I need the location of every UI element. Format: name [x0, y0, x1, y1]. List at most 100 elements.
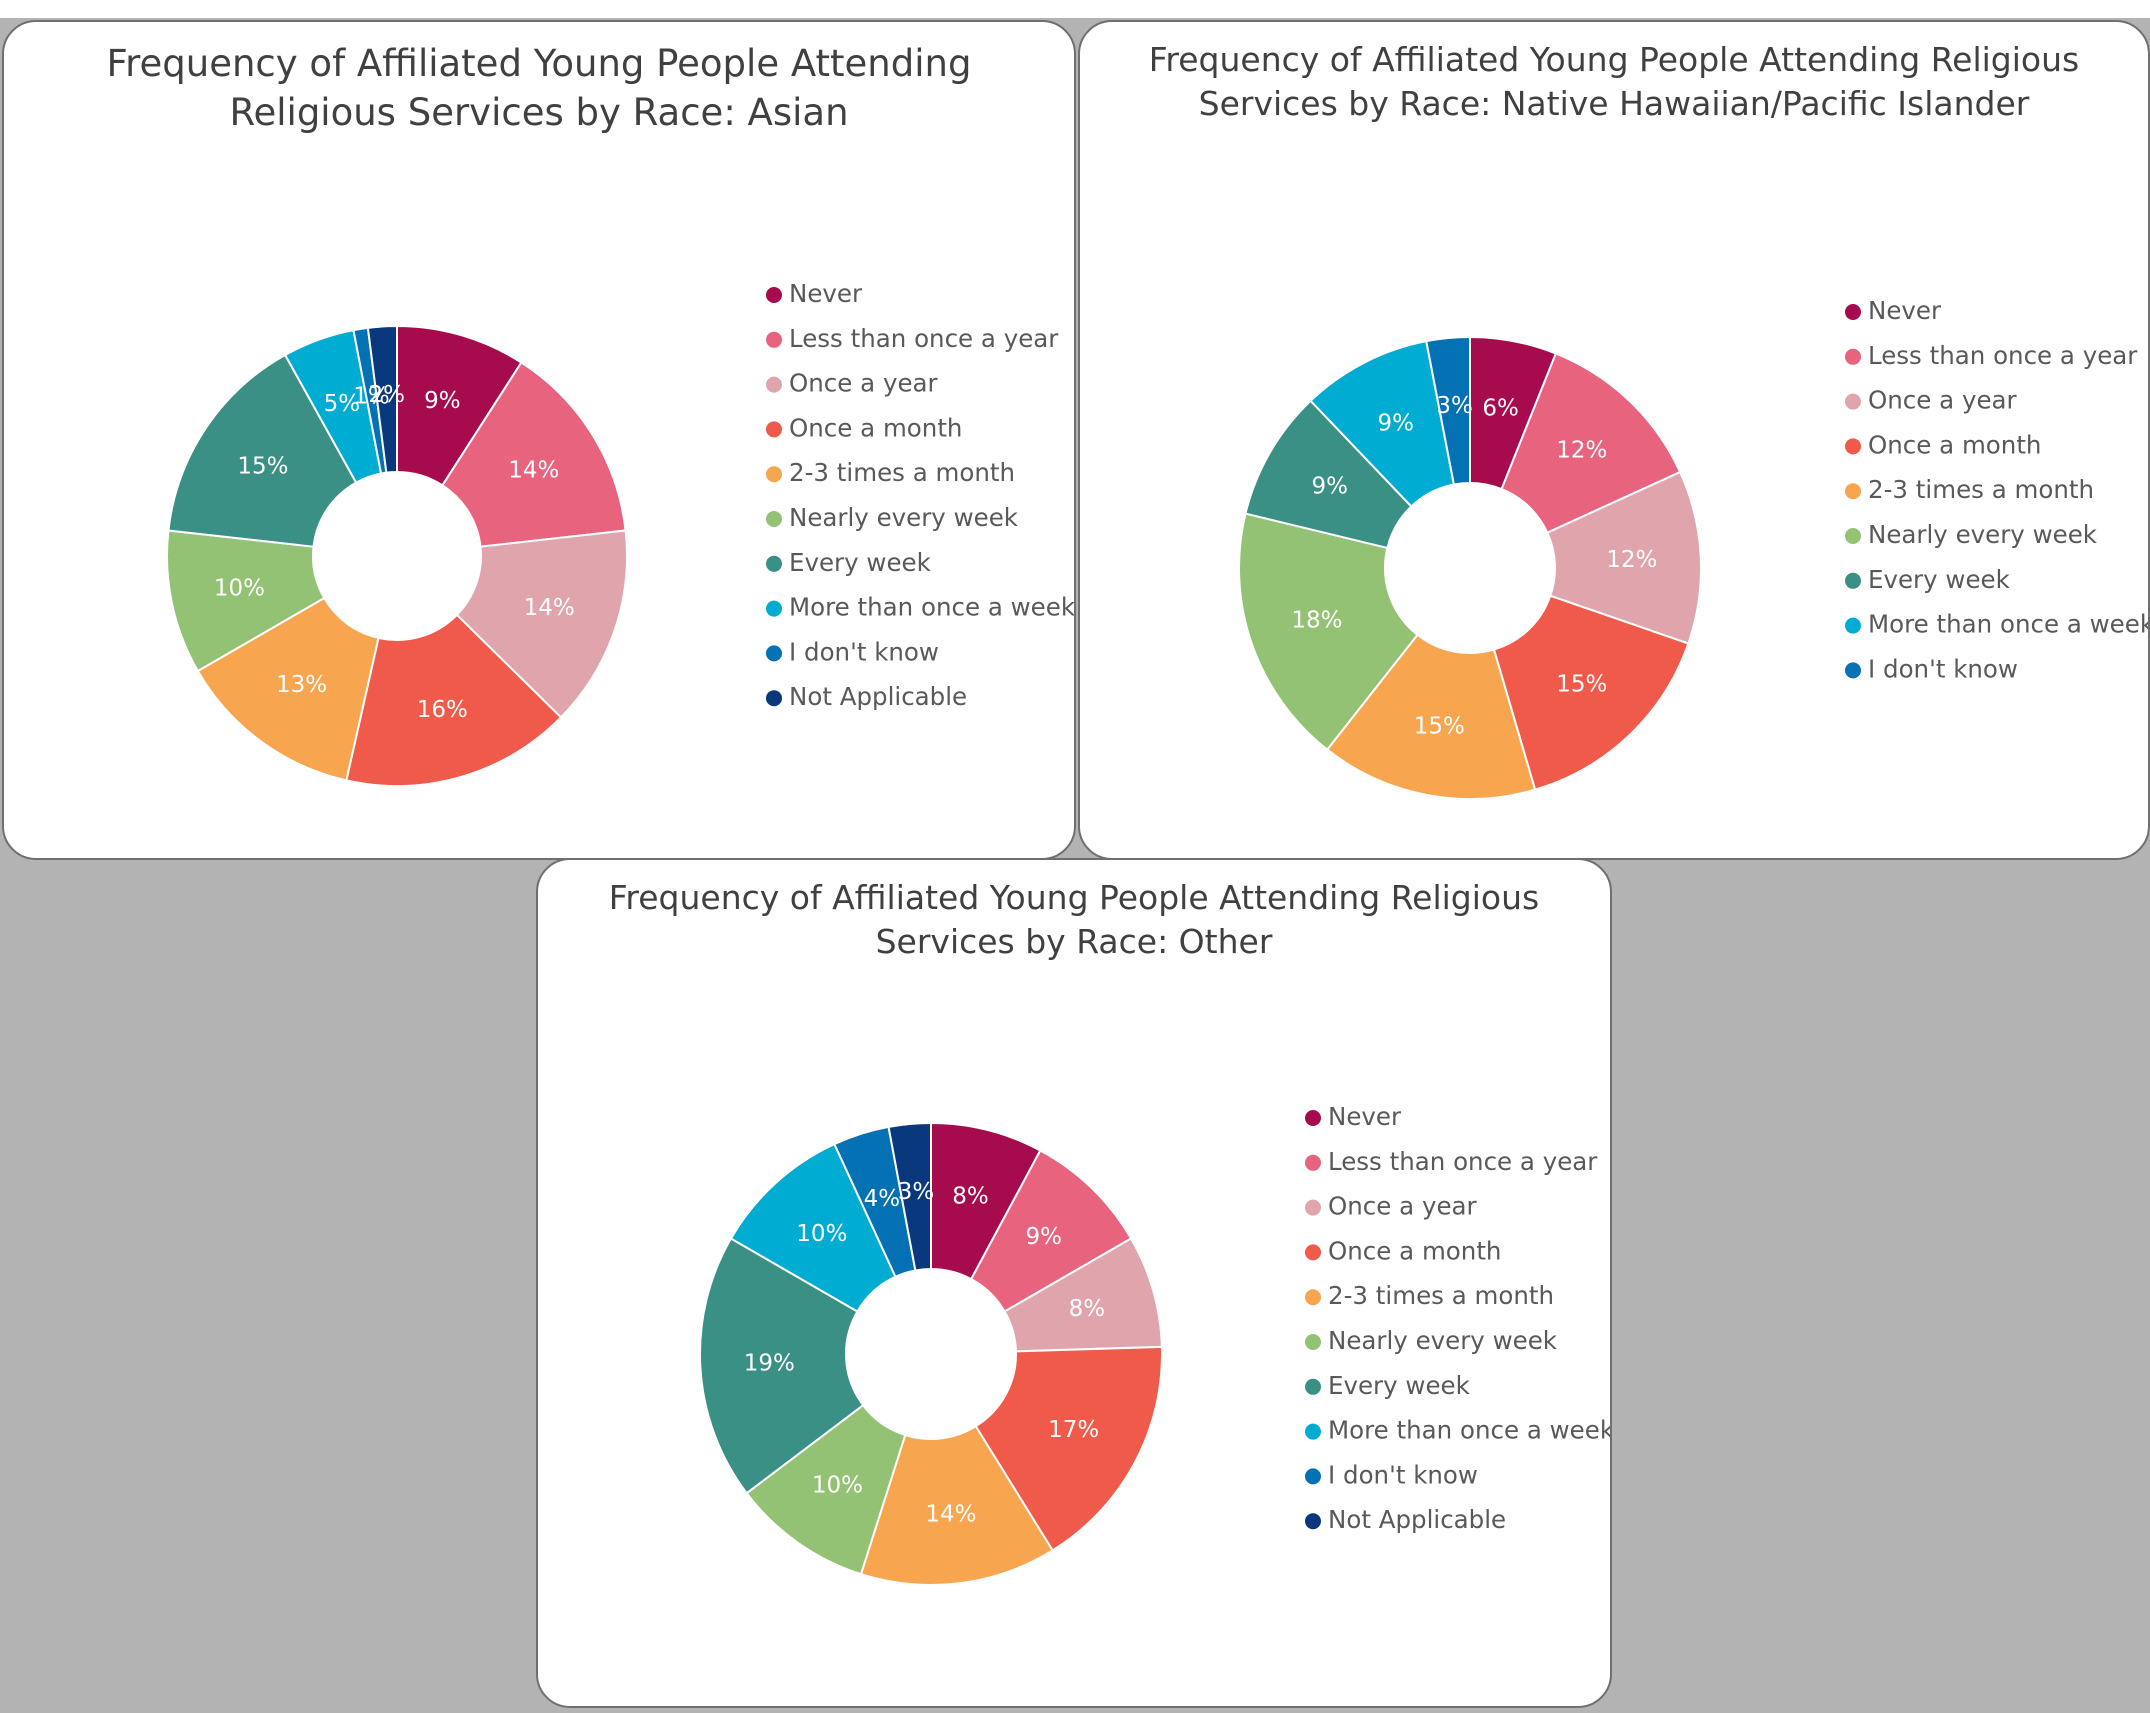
slice-label-never: 6% — [1482, 395, 1519, 421]
slice-nearly-every-week — [745, 1403, 907, 1576]
slice-label-more-than-once-a-week: 10% — [796, 1221, 847, 1247]
legend-marker — [766, 555, 782, 572]
top-strip — [0, 0, 2150, 18]
legend: Never Less than once a year Once a year Onc… — [1305, 1102, 1612, 1534]
legend-label: Never — [1328, 1102, 1402, 1131]
donut-slices — [1238, 335, 1702, 800]
slice-label-i-don-t-know: 4% — [864, 1186, 901, 1212]
legend-label: I don't know — [1868, 654, 2018, 683]
legend-label: Never — [1868, 296, 1942, 325]
slice-label-once-a-year: 12% — [1606, 547, 1657, 573]
legend-marker — [766, 600, 782, 617]
legend-label: 2-3 times a month — [1328, 1281, 1554, 1310]
legend-item-less-than-once-a-year: Less than once a year — [1845, 341, 2138, 370]
legend-marker — [1845, 528, 1861, 544]
slice-label-nearly-every-week: 10% — [812, 1473, 863, 1499]
legend-label: More than once a week — [1328, 1416, 1612, 1445]
slice-label-once-a-month: 16% — [417, 697, 468, 723]
legend-item-2-3-times-a-month: 2-3 times a month — [766, 458, 1015, 487]
slice-once-a-month — [974, 1345, 1163, 1552]
legend-item-i-don-t-know: I don't know — [1845, 654, 2018, 683]
legend-item-2-3-times-a-month: 2-3 times a month — [1305, 1281, 1554, 1310]
legend-marker — [1305, 1378, 1321, 1395]
legend-label: Not Applicable — [789, 682, 967, 711]
legend-item-not-applicable: Not Applicable — [766, 682, 967, 711]
legend-marker — [1845, 662, 1861, 679]
legend-item-once-a-year: Once a year — [1305, 1192, 1478, 1221]
legend-item-once-a-year: Once a year — [1845, 386, 2018, 415]
legend-item-nearly-every-week: Nearly every week — [1305, 1326, 1558, 1355]
slice-2-3-times-a-month — [1325, 633, 1537, 800]
donut-chart: 8% 9% 8% 17% 14% 10% 19% 10% 4%3% Never Less than … — [699, 1102, 1612, 1586]
legend-label: Every week — [789, 548, 932, 577]
slice-label-never: 8% — [952, 1183, 989, 1209]
slice-every-week — [167, 353, 358, 548]
slice-more-than-once-a-week — [729, 1142, 897, 1313]
legend-marker — [1845, 304, 1861, 320]
legend-item-every-week: Every week — [766, 548, 932, 577]
legend-item-every-week: Every week — [1845, 565, 2011, 594]
slice-label-less-than-once-a-year: 9% — [1026, 1224, 1063, 1250]
legend-label: Every week — [1868, 565, 2011, 594]
legend-marker — [766, 376, 782, 393]
legend-label: Once a year — [1868, 386, 2018, 415]
legend-label: Once a year — [1328, 1192, 1478, 1221]
slice-label-every-week: 9% — [1311, 474, 1348, 500]
slice-label-once-a-month: 17% — [1048, 1417, 1099, 1443]
slice-labels: 8% 9% 8% 17% 14% 10% 19% 10% 4%3% — [744, 1179, 1105, 1527]
slice-i-don-t-know — [1425, 335, 1471, 486]
legend-marker — [1845, 393, 1861, 410]
slice-once-a-month — [345, 613, 563, 787]
chart-title: Frequency of Affiliated Young People Att… — [106, 42, 972, 134]
chart-card-asian: Frequency of Affiliated Young People Att… — [2, 20, 1076, 860]
legend-item-nearly-every-week: Nearly every week — [1845, 520, 2098, 549]
slice-label-once-a-year: 8% — [1069, 1296, 1106, 1322]
legend-item-less-than-once-a-year: Less than once a year — [766, 324, 1059, 353]
legend-marker — [766, 331, 782, 348]
legend-marker — [1305, 1468, 1321, 1485]
legend-item-never: Never — [766, 279, 863, 308]
slice-label-more-than-once-a-week: 5% — [324, 391, 361, 417]
legend-item-i-don-t-know: I don't know — [766, 637, 939, 666]
slice-labels: 9% 14% 14% 16% 13% 10% 15% 5%1%2% — [214, 382, 575, 723]
slice-label-less-than-once-a-year: 14% — [508, 458, 559, 484]
chart-card-other: Frequency of Affiliated Young People Att… — [536, 858, 1612, 1708]
legend: Never Less than once a year Once a year Onc… — [1845, 296, 2148, 683]
legend-label: More than once a week — [789, 593, 1076, 622]
legend-label: Nearly every week — [1328, 1326, 1558, 1355]
legend-marker — [1845, 438, 1861, 455]
slice-labels: 6% 12% 12% 15% 15% 18% 9% 9% 3% — [1291, 393, 1657, 739]
legend-marker — [766, 690, 782, 707]
legend-marker — [1305, 1289, 1321, 1306]
legend-label: 2-3 times a month — [1868, 475, 2094, 504]
legend-marker — [1305, 1154, 1321, 1171]
slice-not-applicable — [887, 1121, 932, 1272]
legend-item-more-than-once-a-week: More than once a week — [1305, 1416, 1612, 1445]
chart-title: Frequency of Affiliated Young People Att… — [1148, 40, 2080, 123]
legend-marker — [1305, 1334, 1321, 1350]
legend-marker — [1305, 1199, 1321, 1216]
slice-nearly-every-week — [1238, 512, 1419, 751]
legend-marker — [1305, 1244, 1321, 1261]
donut-slices — [699, 1121, 1163, 1586]
slice-label-less-than-once-a-year: 12% — [1556, 437, 1607, 463]
slice-2-3-times-a-month — [859, 1424, 1054, 1586]
slice-label-every-week: 19% — [744, 1350, 795, 1376]
legend-marker — [1305, 1110, 1321, 1126]
legend-label: Nearly every week — [1868, 520, 2098, 549]
legend-item-2-3-times-a-month: 2-3 times a month — [1845, 475, 2094, 504]
legend-label: I don't know — [789, 637, 939, 666]
donut-chart: 6% 12% 12% 15% 15% 18% 9% 9% 3% Never Less than on… — [1238, 296, 2148, 800]
slice-label-2-3-times-a-month: 13% — [276, 672, 327, 698]
legend-item-every-week: Every week — [1305, 1371, 1471, 1400]
slice-label-nearly-every-week: 10% — [214, 575, 265, 601]
slice-nearly-every-week — [166, 529, 326, 673]
legend-marker — [1305, 1513, 1321, 1530]
legend-item-never: Never — [1305, 1102, 1402, 1131]
legend-label: Nearly every week — [789, 503, 1019, 532]
legend-marker — [766, 466, 782, 483]
slice-once-a-month — [1492, 594, 1690, 791]
chart-card-native-hawaiian-pacific-islander: Frequency of Affiliated Young People Att… — [1078, 20, 2150, 860]
legend-item-more-than-once-a-week: More than once a week — [1845, 610, 2148, 639]
slice-label-i-don-t-know: 1% — [353, 384, 390, 410]
